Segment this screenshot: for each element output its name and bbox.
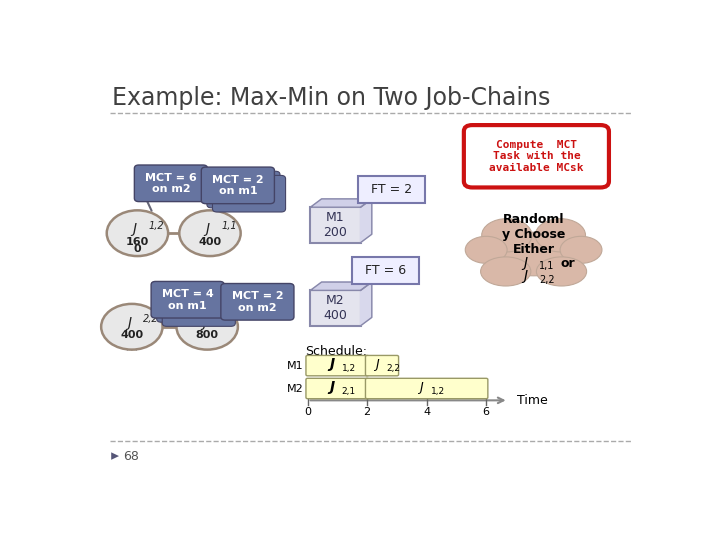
Polygon shape [361,199,372,242]
Text: M2: M2 [287,383,303,394]
Text: 800: 800 [196,330,219,340]
Text: MCT = 4
on m1: MCT = 4 on m1 [162,289,214,310]
FancyBboxPatch shape [310,291,361,326]
Text: J: J [374,358,378,371]
Text: FT = 6: FT = 6 [365,264,406,277]
Text: M1
200: M1 200 [323,211,348,239]
FancyBboxPatch shape [202,167,274,204]
Text: 1,1: 1,1 [221,221,237,231]
Text: 2,2: 2,2 [143,314,158,324]
Circle shape [176,304,238,349]
Text: MCT = 2
on m1: MCT = 2 on m1 [212,174,264,196]
FancyBboxPatch shape [157,286,230,322]
Text: 2,2: 2,2 [539,275,555,285]
FancyBboxPatch shape [366,379,488,399]
Text: Schedule:: Schedule: [305,345,366,358]
Text: 160: 160 [126,237,149,247]
FancyBboxPatch shape [310,207,361,242]
FancyBboxPatch shape [366,355,399,376]
Text: J: J [419,381,423,394]
Ellipse shape [465,237,507,264]
Text: or: or [560,256,575,269]
FancyBboxPatch shape [352,257,419,284]
Text: J: J [523,256,527,270]
Polygon shape [310,282,372,291]
Text: 0: 0 [134,244,141,254]
Polygon shape [111,453,119,460]
Text: Example: Max-Min on Two Job-Chains: Example: Max-Min on Two Job-Chains [112,85,551,110]
Text: 2,1: 2,1 [342,387,356,396]
Text: 400: 400 [199,237,222,247]
Text: 2,2: 2,2 [387,364,400,374]
Text: FT = 2: FT = 2 [371,183,412,196]
Ellipse shape [503,232,564,276]
Ellipse shape [560,237,602,264]
Text: Compute  MCT
Task with the
available MCsk: Compute MCT Task with the available MCsk [489,140,584,173]
FancyBboxPatch shape [151,281,224,318]
FancyBboxPatch shape [221,284,294,320]
Ellipse shape [481,257,531,286]
FancyBboxPatch shape [162,290,235,326]
FancyBboxPatch shape [306,355,369,376]
Text: 2,1: 2,1 [218,314,234,324]
Text: J: J [202,315,207,329]
Text: 1,2: 1,2 [431,387,445,396]
Ellipse shape [535,219,585,252]
Circle shape [107,211,168,256]
Polygon shape [361,282,372,326]
Ellipse shape [536,257,587,286]
Text: J: J [329,380,334,394]
Text: 6: 6 [482,407,490,417]
Text: Time: Time [517,394,548,407]
Text: Randoml
y Choose
Either: Randoml y Choose Either [502,213,565,255]
Text: 1,2: 1,2 [148,221,164,231]
Text: J: J [205,222,210,236]
Text: J: J [523,269,527,284]
Circle shape [101,304,163,349]
Text: MCT = 2
on m2: MCT = 2 on m2 [232,291,283,313]
FancyBboxPatch shape [212,176,286,212]
Circle shape [179,211,240,256]
Text: MCT = 6
on m2: MCT = 6 on m2 [145,172,197,194]
Text: 0: 0 [304,407,311,417]
Text: J: J [132,222,137,236]
FancyBboxPatch shape [306,379,369,399]
Polygon shape [310,199,372,207]
Text: 1,2: 1,2 [342,364,356,374]
FancyBboxPatch shape [464,125,609,187]
FancyBboxPatch shape [135,165,207,201]
Ellipse shape [482,219,532,252]
Text: 2: 2 [364,407,371,417]
FancyBboxPatch shape [358,176,425,203]
Text: 68: 68 [124,450,140,463]
Text: J: J [127,315,131,329]
Text: J: J [329,357,334,372]
Text: M2
400: M2 400 [323,294,348,322]
Text: 1,1: 1,1 [539,261,554,272]
Text: 400: 400 [120,330,143,340]
FancyBboxPatch shape [207,171,280,208]
Text: 4: 4 [423,407,431,417]
Text: M1: M1 [287,361,303,370]
